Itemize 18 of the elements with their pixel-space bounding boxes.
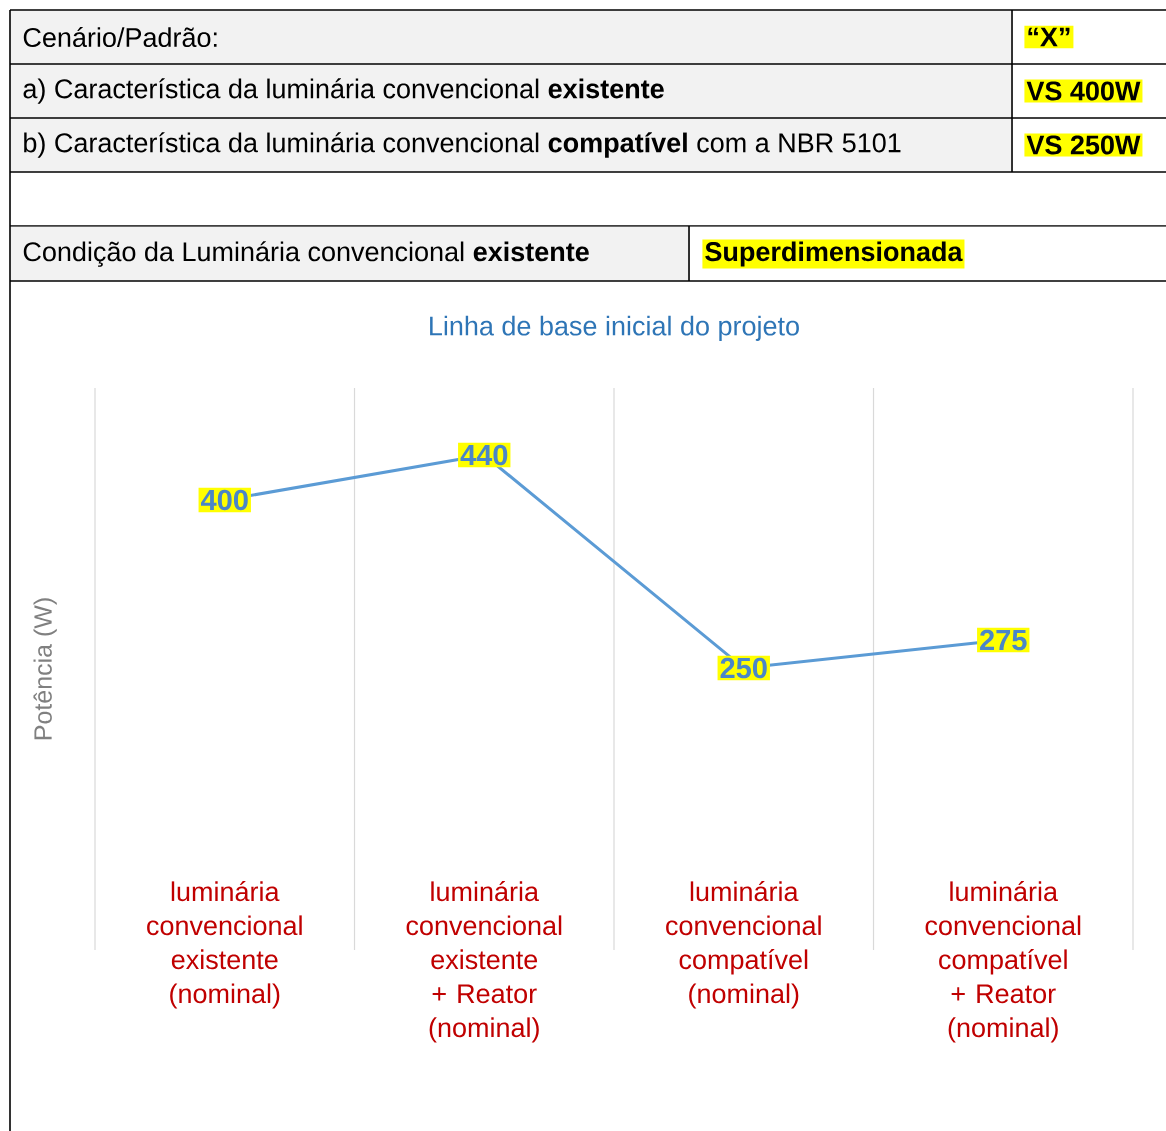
text: b) Característica da luminária convencional compatível com a NBR 5101 xyxy=(24,132,901,158)
text: Superdimensionada xyxy=(705,241,963,267)
text: Cenário/Padrão: xyxy=(23,26,217,48)
data-label: 250 xyxy=(720,657,767,679)
data-label: 400 xyxy=(201,489,248,511)
x-tick-label: luminária convencional existente (nominal) xyxy=(147,881,302,1009)
x-tick-label: luminária convencional compatível + Reator (nominal) xyxy=(925,881,1081,1043)
y-axis-title: Potência (W) xyxy=(33,598,57,740)
text: VS 250W xyxy=(1026,135,1141,155)
x-tick-label: luminária convencional compatível (nominal) xyxy=(666,881,821,1009)
chart-title: Linha de base inicial do projeto xyxy=(430,315,799,341)
x-tick-label: luminária convencional existente + Reator (nominal) xyxy=(406,881,562,1043)
text: “X” xyxy=(1028,27,1070,47)
data-label: 275 xyxy=(980,629,1027,651)
text: Condição da Luminária convencional existente xyxy=(23,241,589,267)
text: VS 400W xyxy=(1026,81,1141,101)
text: a) Característica da luminária convencional existente xyxy=(23,78,664,104)
data-label: 440 xyxy=(460,444,508,466)
